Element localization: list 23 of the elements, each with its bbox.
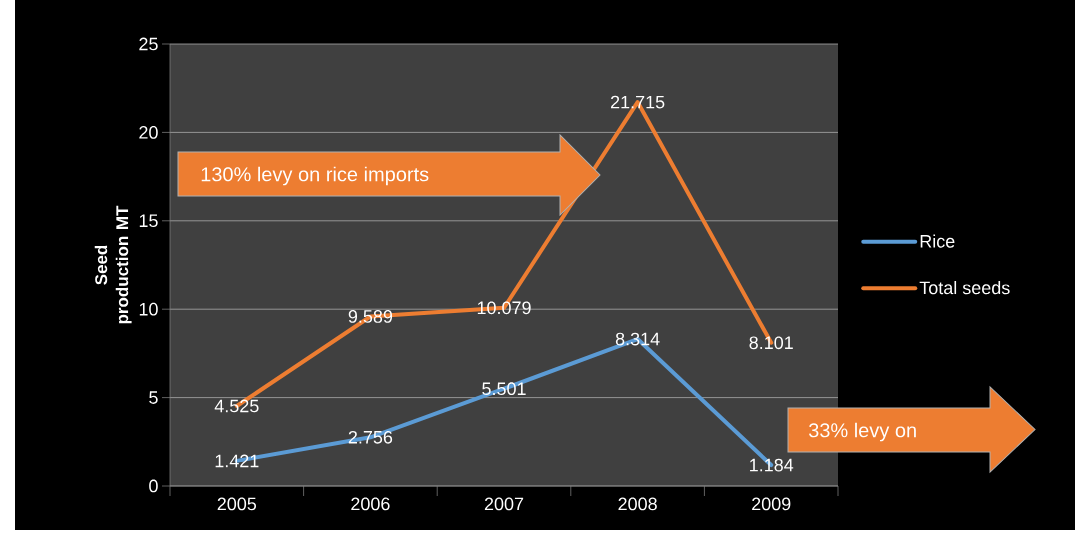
- x-tick-label: 2005: [217, 497, 257, 511]
- annotation: 130% levy on rice imports: [201, 166, 429, 186]
- data-label: 8.314: [615, 332, 660, 346]
- annotation: 33% levy on: [808, 422, 916, 442]
- y-axis-title: Seed production MT: [94, 205, 132, 324]
- y-tick-label: 25: [139, 37, 158, 51]
- data-label: 21.715: [610, 95, 665, 109]
- y-tick-label: 20: [139, 126, 158, 139]
- legend-label: Rice: [920, 234, 955, 248]
- y-tick-label: 5: [149, 391, 158, 404]
- x-tick-label: 2009: [752, 497, 791, 511]
- legend-label: Total seeds: [919, 280, 1010, 295]
- data-label: 4.525: [214, 399, 259, 413]
- data-label: 8.101: [749, 336, 793, 350]
- data-label: 1.184: [750, 458, 794, 472]
- data-label: 1.421: [215, 454, 259, 468]
- x-tick-label: 2008: [618, 497, 657, 511]
- x-tick-label: 2007: [484, 497, 524, 511]
- x-tick-label: 2006: [351, 497, 390, 511]
- y-tick-label: 15: [139, 214, 158, 228]
- y-tick-label: 10: [139, 302, 158, 316]
- y-tick-label: 0: [149, 479, 158, 493]
- data-label: 10.079: [477, 301, 531, 315]
